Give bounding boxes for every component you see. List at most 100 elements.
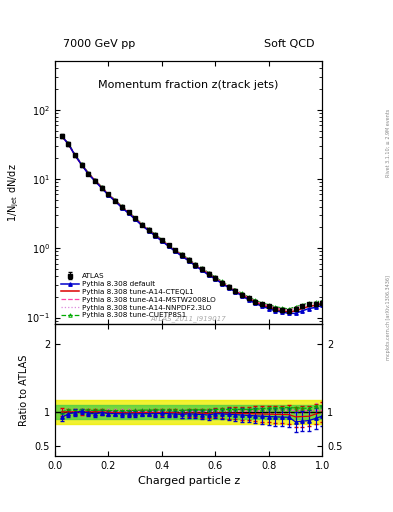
Pythia 8.308 tune-CUETP8S1 — [253, 297, 258, 304]
Pythia 8.308 tune-A14-CTEQL1 — [300, 306, 305, 312]
Pythia 8.308 default — [266, 306, 271, 312]
Pythia 8.308 tune-CUETP8S1 — [153, 231, 158, 238]
Y-axis label: Ratio to ATLAS: Ratio to ATLAS — [19, 354, 29, 425]
Pythia 8.308 tune-A14-MSTW2008LO — [320, 300, 325, 306]
Pythia 8.308 tune-CUETP8S1 — [133, 215, 138, 221]
Pythia 8.308 tune-CUETP8S1 — [293, 304, 298, 310]
Pythia 8.308 tune-A14-CTEQL1 — [59, 133, 64, 139]
Pythia 8.308 tune-A14-MSTW2008LO — [119, 204, 124, 210]
Pythia 8.308 tune-A14-NNPDF2.3LO — [240, 291, 244, 297]
Pythia 8.308 default — [133, 216, 138, 222]
Pythia 8.308 default — [200, 267, 204, 273]
Pythia 8.308 tune-CUETP8S1 — [93, 177, 97, 183]
Pythia 8.308 default — [313, 304, 318, 310]
Pythia 8.308 tune-A14-NNPDF2.3LO — [307, 300, 311, 306]
Pythia 8.308 tune-CUETP8S1 — [140, 221, 144, 227]
Pythia 8.308 tune-A14-CTEQL1 — [160, 238, 164, 244]
Pythia 8.308 tune-A14-CTEQL1 — [260, 302, 264, 308]
Pythia 8.308 tune-A14-MSTW2008LO — [186, 257, 191, 263]
Pythia 8.308 tune-A14-NNPDF2.3LO — [153, 232, 158, 238]
Pythia 8.308 tune-A14-MSTW2008LO — [200, 266, 204, 272]
Pythia 8.308 tune-A14-CTEQL1 — [93, 178, 97, 184]
Pythia 8.308 tune-A14-MSTW2008LO — [106, 191, 111, 198]
Pythia 8.308 tune-A14-NNPDF2.3LO — [200, 266, 204, 272]
Pythia 8.308 tune-A14-MSTW2008LO — [173, 247, 178, 253]
Pythia 8.308 default — [206, 272, 211, 278]
Pythia 8.308 tune-CUETP8S1 — [213, 274, 218, 280]
Pythia 8.308 default — [59, 133, 64, 139]
Pythia 8.308 tune-A14-NNPDF2.3LO — [166, 242, 171, 248]
Pythia 8.308 tune-A14-MSTW2008LO — [280, 306, 285, 312]
Pythia 8.308 tune-A14-MSTW2008LO — [193, 262, 198, 268]
Pythia 8.308 default — [320, 302, 325, 308]
Pythia 8.308 tune-A14-NNPDF2.3LO — [253, 298, 258, 304]
Pythia 8.308 tune-CUETP8S1 — [307, 300, 311, 306]
Pythia 8.308 tune-A14-NNPDF2.3LO — [213, 275, 218, 281]
Pythia 8.308 tune-CUETP8S1 — [99, 184, 104, 190]
Pythia 8.308 tune-A14-NNPDF2.3LO — [233, 287, 238, 293]
Pythia 8.308 tune-A14-MSTW2008LO — [253, 298, 258, 304]
Pythia 8.308 tune-A14-CTEQL1 — [173, 248, 178, 254]
Pythia 8.308 tune-A14-NNPDF2.3LO — [160, 237, 164, 243]
Pythia 8.308 tune-A14-MSTW2008LO — [66, 141, 71, 147]
Pythia 8.308 tune-CUETP8S1 — [246, 294, 251, 300]
Pythia 8.308 tune-A14-NNPDF2.3LO — [313, 299, 318, 305]
Pythia 8.308 default — [93, 178, 97, 184]
Pythia 8.308 tune-A14-NNPDF2.3LO — [220, 279, 224, 285]
Pythia 8.308 tune-A14-CTEQL1 — [73, 152, 77, 158]
Pythia 8.308 default — [79, 162, 84, 168]
Pythia 8.308 tune-CUETP8S1 — [59, 133, 64, 139]
Pythia 8.308 default — [286, 310, 291, 316]
Pythia 8.308 default — [226, 285, 231, 291]
Pythia 8.308 default — [153, 233, 158, 239]
Pythia 8.308 tune-A14-CTEQL1 — [153, 232, 158, 239]
Line: Pythia 8.308 tune-A14-MSTW2008LO: Pythia 8.308 tune-A14-MSTW2008LO — [62, 136, 322, 310]
Pythia 8.308 tune-A14-MSTW2008LO — [300, 303, 305, 309]
Pythia 8.308 tune-A14-MSTW2008LO — [86, 170, 91, 177]
Pythia 8.308 tune-CUETP8S1 — [86, 170, 91, 176]
Pythia 8.308 tune-CUETP8S1 — [300, 302, 305, 308]
Pythia 8.308 tune-A14-CTEQL1 — [213, 275, 218, 282]
Pythia 8.308 tune-A14-NNPDF2.3LO — [286, 307, 291, 313]
Pythia 8.308 tune-A14-NNPDF2.3LO — [79, 162, 84, 168]
Pythia 8.308 tune-A14-CTEQL1 — [266, 304, 271, 310]
Pythia 8.308 tune-A14-MSTW2008LO — [79, 162, 84, 168]
Pythia 8.308 tune-CUETP8S1 — [160, 237, 164, 243]
Pythia 8.308 default — [233, 289, 238, 295]
Pythia 8.308 tune-A14-NNPDF2.3LO — [133, 215, 138, 221]
Pythia 8.308 default — [260, 303, 264, 309]
Pythia 8.308 tune-A14-MSTW2008LO — [226, 283, 231, 289]
Pythia 8.308 tune-CUETP8S1 — [193, 261, 198, 267]
Pythia 8.308 tune-A14-NNPDF2.3LO — [59, 133, 64, 139]
Pythia 8.308 tune-CUETP8S1 — [286, 306, 291, 312]
Pythia 8.308 tune-CUETP8S1 — [233, 286, 238, 292]
Pythia 8.308 tune-A14-CTEQL1 — [180, 253, 184, 259]
Pythia 8.308 tune-CUETP8S1 — [273, 304, 278, 310]
Pythia 8.308 tune-CUETP8S1 — [226, 283, 231, 289]
Pythia 8.308 tune-A14-CTEQL1 — [193, 262, 198, 268]
Pythia 8.308 tune-A14-MSTW2008LO — [233, 287, 238, 293]
Pythia 8.308 tune-A14-CTEQL1 — [280, 308, 285, 314]
Pythia 8.308 default — [99, 185, 104, 191]
Pythia 8.308 default — [146, 227, 151, 233]
Pythia 8.308 tune-A14-NNPDF2.3LO — [320, 297, 325, 304]
Legend: ATLAS, Pythia 8.308 default, Pythia 8.308 tune-A14-CTEQL1, Pythia 8.308 tune-A14: ATLAS, Pythia 8.308 default, Pythia 8.30… — [59, 271, 218, 321]
Pythia 8.308 tune-A14-MSTW2008LO — [273, 305, 278, 311]
Pythia 8.308 tune-A14-CTEQL1 — [166, 243, 171, 249]
Pythia 8.308 tune-A14-MSTW2008LO — [113, 198, 118, 204]
Pythia 8.308 tune-A14-MSTW2008LO — [206, 270, 211, 276]
Pythia 8.308 tune-A14-NNPDF2.3LO — [206, 270, 211, 276]
Pythia 8.308 tune-CUETP8S1 — [240, 290, 244, 296]
Pythia 8.308 default — [66, 141, 71, 147]
Pythia 8.308 tune-A14-CTEQL1 — [106, 191, 111, 198]
Text: Rivet 3.1.10; ≥ 2.9M events: Rivet 3.1.10; ≥ 2.9M events — [386, 109, 391, 178]
Pythia 8.308 tune-A14-CTEQL1 — [307, 303, 311, 309]
Pythia 8.308 tune-A14-NNPDF2.3LO — [126, 209, 131, 216]
Pythia 8.308 tune-A14-MSTW2008LO — [286, 307, 291, 313]
Line: Pythia 8.308 default: Pythia 8.308 default — [60, 134, 324, 315]
Pythia 8.308 tune-A14-CTEQL1 — [66, 141, 71, 147]
Text: ATLAS_2011_I919017: ATLAS_2011_I919017 — [151, 315, 226, 322]
Pythia 8.308 default — [86, 171, 91, 177]
Pythia 8.308 default — [119, 204, 124, 210]
Pythia 8.308 default — [73, 152, 77, 158]
